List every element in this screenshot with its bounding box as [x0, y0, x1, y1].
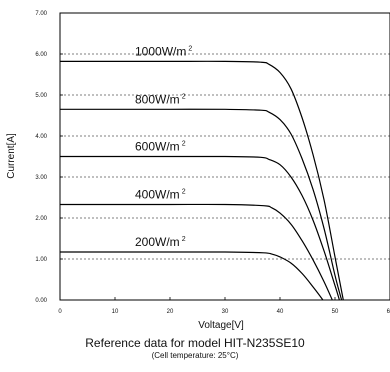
curve-label: 400W/m	[135, 187, 180, 201]
y-tick-label: 7.00	[35, 11, 47, 17]
y-tick-label: 5.00	[35, 93, 47, 99]
curve-layer	[59, 60, 344, 301]
x-tick-layer: 0 10 20 30 40 50 60	[58, 297, 390, 315]
chart-subcaption: (Cell temperature: 25°C)	[151, 351, 239, 360]
x-tick-label: 20	[167, 309, 174, 315]
y-tick-label: 4.00	[35, 134, 47, 140]
y-tick-label: 6.00	[35, 52, 47, 58]
x-axis-title: Voltage[V]	[198, 320, 244, 331]
grid-layer	[60, 53, 390, 260]
x-tick-label: 60	[387, 309, 390, 315]
y-tick-label: 2.00	[35, 216, 47, 222]
iv-curve-3	[60, 203, 333, 301]
y-tick-label: 1.00	[35, 257, 47, 263]
curve-label: 600W/m	[135, 140, 180, 154]
curve-label: 1000W/m	[135, 44, 186, 58]
iv-curve-4	[60, 251, 324, 301]
iv-curve-0	[59, 60, 344, 301]
chart-caption: Reference data for model HIT-N235SE10	[85, 336, 305, 350]
x-tick-label: 30	[222, 309, 229, 315]
curve-label-superscript: 2	[182, 236, 186, 243]
y-tick-label: 0.00	[35, 298, 47, 304]
y-tick-label: 3.00	[35, 175, 47, 181]
curve-label: 200W/m	[135, 235, 180, 249]
curve-label: 800W/m	[135, 92, 180, 106]
y-tick-layer: 0.00 1.00 2.00 3.00 4.00 5.00 6.00 7.00	[35, 11, 63, 304]
iv-curve-2	[60, 155, 340, 301]
x-tick-label: 10	[112, 309, 119, 315]
x-tick-label: 40	[277, 309, 284, 315]
curve-label-superscript: 2	[182, 93, 186, 100]
curve-label-superscript: 2	[182, 141, 186, 148]
curve-label-superscript: 2	[188, 45, 192, 52]
x-tick-label: 50	[332, 309, 339, 315]
iv-curve-1	[59, 108, 343, 301]
curve-label-superscript: 2	[182, 188, 186, 195]
x-tick-label: 0	[58, 309, 62, 315]
y-axis-title: Current[A]	[6, 133, 17, 179]
